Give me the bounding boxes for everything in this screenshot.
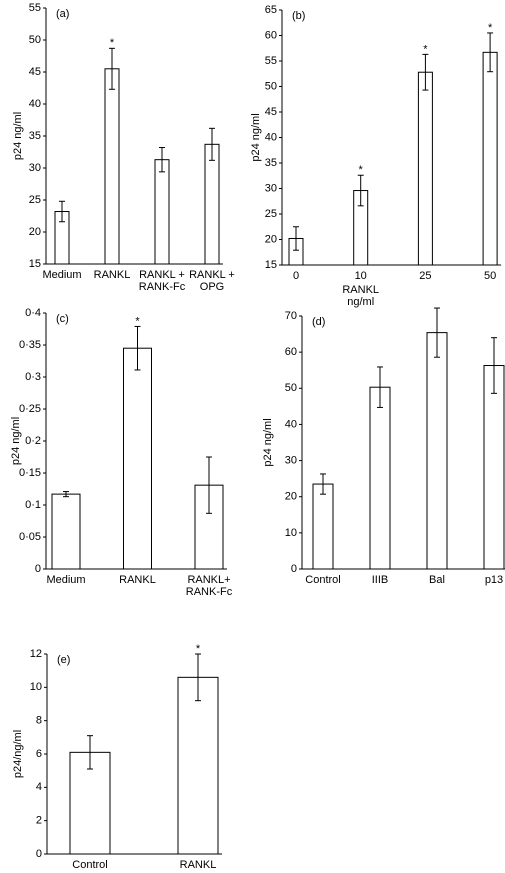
y-tick-label: 50: [265, 80, 277, 92]
y-tick-label: 20: [285, 491, 297, 503]
significance-marker: *: [110, 37, 115, 49]
y-tick-label: 65: [265, 4, 277, 16]
y-tick-label: 30: [29, 162, 41, 174]
y-tick-label: 0: [291, 563, 297, 575]
y-tick-label: 0·2: [25, 435, 41, 447]
y-axis-title: p24 ng/ml: [250, 113, 262, 161]
y-tick-label: 2: [36, 815, 42, 827]
x-tick-label: RANKL: [93, 269, 131, 281]
y-tick-label: 40: [285, 418, 297, 430]
y-tick-label: 20: [265, 233, 277, 245]
y-tick-label: 4: [36, 781, 42, 793]
bar: [426, 332, 448, 570]
bar: [417, 71, 433, 266]
y-tick-label: 55: [29, 2, 41, 14]
y-tick-label: 0·35: [19, 339, 41, 351]
y-tick-label: 35: [29, 130, 41, 142]
y-tick-label: 25: [29, 194, 41, 206]
x-tick-label: 10: [354, 270, 367, 282]
x-tick-label: RANKL + OPG: [189, 269, 235, 293]
significance-marker: *: [196, 643, 201, 655]
panel-label: (c): [56, 313, 69, 325]
bar: [204, 143, 220, 265]
x-axis-title: RANKL ng/ml: [342, 284, 380, 308]
y-tick-label: 60: [265, 29, 277, 41]
x-tick-label: RANKL: [119, 574, 156, 586]
significance-marker: *: [135, 315, 140, 327]
y-tick-label: 40: [29, 98, 41, 110]
y-tick-label: 70: [285, 310, 297, 322]
x-tick-label: p13: [484, 574, 504, 586]
y-tick-label: 0·25: [19, 403, 41, 415]
x-tick-label: Bal: [429, 574, 445, 586]
significance-marker: *: [359, 164, 364, 176]
x-tick-label: RANKL + RANK-Fc: [138, 269, 186, 293]
y-tick-label: 0: [35, 563, 41, 575]
y-axis-title: p24 ng/ml: [10, 417, 22, 465]
y-tick-label: 30: [265, 182, 277, 194]
y-axis-title: p24 ng/ml: [12, 112, 24, 160]
y-tick-label: 6: [36, 748, 42, 760]
y-tick-label: 60: [285, 346, 297, 358]
y-tick-label: 12: [30, 648, 42, 660]
y-tick-label: 25: [265, 208, 277, 220]
x-tick-label: Control: [72, 859, 108, 871]
y-tick-label: 0·15: [19, 467, 41, 479]
y-tick-label: 10: [285, 527, 297, 539]
y-tick-label: 40: [265, 131, 277, 143]
bar: [51, 493, 81, 570]
y-tick-label: 0·1: [25, 499, 41, 511]
y-tick-label: 45: [265, 106, 277, 118]
y-tick-label: 15: [29, 258, 41, 270]
y-tick-label: 15: [265, 259, 277, 271]
x-tick-label: 25: [419, 270, 432, 282]
x-tick-label: Medium: [46, 574, 86, 586]
y-tick-label: 0: [36, 848, 42, 860]
x-tick-label: 50: [483, 270, 497, 282]
y-tick-label: 45: [29, 66, 41, 78]
significance-marker: *: [488, 22, 493, 34]
x-tick-label: Control: [305, 574, 341, 586]
y-tick-label: 0·3: [25, 371, 41, 383]
y-tick-label: 8: [36, 715, 42, 727]
y-tick-label: 50: [29, 34, 41, 46]
y-tick-label: 20: [29, 226, 41, 238]
y-tick-label: 10: [30, 681, 42, 693]
bar: [482, 51, 498, 266]
y-tick-label: 35: [265, 157, 277, 169]
x-tick-label: RANKL+ RANK-Fc: [185, 574, 233, 598]
panel-label: (d): [312, 316, 325, 328]
y-tick-label: 0·05: [19, 531, 41, 543]
bar: [123, 347, 152, 570]
bar: [312, 483, 334, 570]
bar: [154, 159, 170, 265]
y-tick-label: 50: [285, 382, 297, 394]
y-tick-label: 30: [285, 454, 297, 466]
x-tick-label: Medium: [42, 269, 82, 281]
bar: [483, 365, 505, 570]
panel-label: (b): [292, 10, 305, 22]
y-axis-title: p24/ng/ml: [12, 730, 24, 778]
bar: [369, 386, 391, 570]
panel-label: (e): [57, 654, 70, 666]
x-tick-label: 0: [292, 270, 300, 282]
y-axis-title: p24 ng/ml: [262, 418, 274, 466]
bar: [104, 68, 120, 265]
x-tick-label: IIIB: [371, 574, 389, 586]
y-tick-label: 55: [265, 55, 277, 67]
panel-label: (a): [56, 8, 69, 20]
significance-marker: *: [423, 43, 428, 55]
y-tick-label: 0·4: [25, 307, 41, 319]
x-tick-label: RANKL: [179, 859, 217, 871]
bar: [177, 676, 219, 855]
